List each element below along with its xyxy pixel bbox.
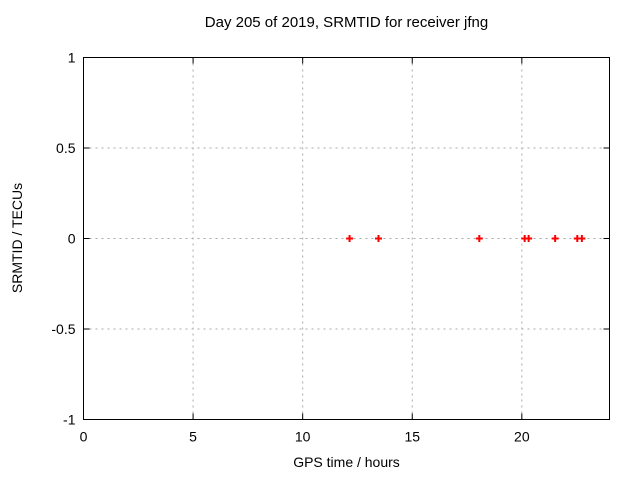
- y-tick-label: 0.5: [56, 140, 76, 156]
- x-axis-label: GPS time / hours: [293, 454, 400, 470]
- y-tick-label: -1: [63, 412, 76, 428]
- x-tick-label: 20: [514, 429, 530, 445]
- y-tick-label: 0: [68, 231, 76, 247]
- x-tick-label: 0: [80, 429, 88, 445]
- y-tick-label: -0.5: [51, 321, 75, 337]
- x-tick-label: 10: [295, 429, 311, 445]
- x-tick-label: 15: [404, 429, 420, 445]
- chart-title: Day 205 of 2019, SRMTID for receiver jfn…: [204, 14, 489, 31]
- y-tick-label: 1: [68, 50, 76, 66]
- x-tick-label: 5: [189, 429, 197, 445]
